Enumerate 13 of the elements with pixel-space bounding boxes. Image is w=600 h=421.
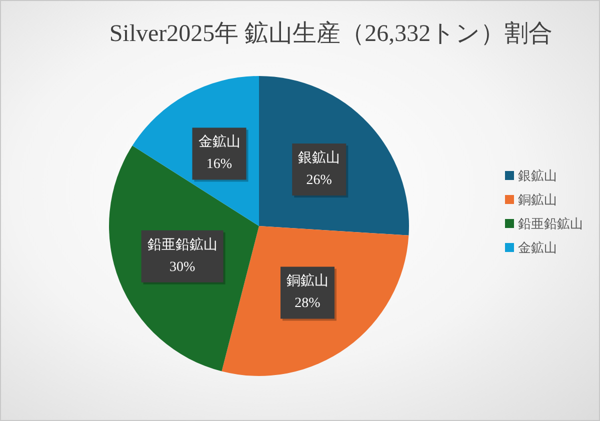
legend-label: 鉛亜鉛鉱山 (518, 214, 583, 232)
slice-label: 銅鉱山 (286, 273, 328, 290)
slice-label: 鉛亜鉛鉱山 (147, 236, 218, 253)
data-label: 30% (169, 260, 196, 275)
legend-label: 銀鉱山 (518, 166, 557, 184)
legend-label: 金鉱山 (518, 238, 557, 256)
slice-label: 金鉱山 (198, 134, 240, 150)
slice-label: 銀鉱山 (298, 150, 340, 166)
data-label: 26% (306, 173, 332, 188)
legend-label: 銅鉱山 (518, 190, 557, 208)
data-label: 28% (294, 296, 321, 312)
data-label: 16% (206, 157, 232, 172)
chart-title: Silver2025年 鉱山生産（26,332トン）割合 (108, 20, 554, 49)
